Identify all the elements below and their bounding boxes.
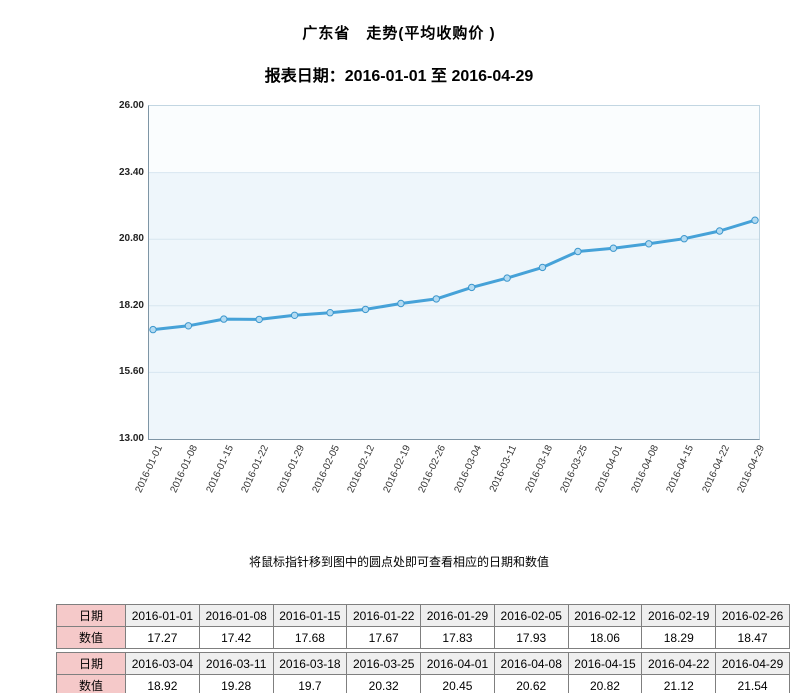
x-tick-label: 2016-04-22 bbox=[700, 443, 732, 495]
data-table-2: 日期 2016-03-04 2016-03-11 2016-03-18 2016-03-… bbox=[56, 652, 790, 693]
value-cell: 21.12 bbox=[641, 674, 717, 693]
value-row-label: 数值 bbox=[56, 674, 126, 693]
x-tick-label: 2016-04-08 bbox=[629, 443, 661, 495]
data-point-marker[interactable] bbox=[503, 274, 511, 282]
data-point-marker[interactable] bbox=[538, 263, 547, 272]
table-row: 日期 2016-03-04 2016-03-11 2016-03-18 2016-03-… bbox=[56, 652, 790, 675]
x-tick-label: 2016-03-18 bbox=[522, 443, 555, 495]
y-tick-label: 15.60 bbox=[118, 366, 144, 378]
y-tick-label: 18.20 bbox=[118, 299, 144, 311]
table-row: 数值 18.92 19.28 19.7 20.32 20.45 20.62 20.82 21.1… bbox=[56, 674, 790, 693]
x-tick-label: 2016-02-26 bbox=[416, 443, 449, 495]
value-cell: 21.54 bbox=[715, 674, 790, 693]
y-tick-label: 20.80 bbox=[118, 233, 144, 245]
data-point-marker[interactable] bbox=[326, 309, 334, 317]
date-cell: 2016-02-12 bbox=[567, 604, 643, 627]
trend-line bbox=[151, 218, 757, 332]
value-cell: 17.27 bbox=[125, 626, 200, 649]
value-cell: 17.68 bbox=[272, 626, 348, 649]
x-tick-label: 2016-02-12 bbox=[345, 443, 378, 495]
date-cell: 2016-04-08 bbox=[493, 652, 569, 675]
x-tick-label: 2016-04-15 bbox=[664, 443, 697, 495]
x-tick-label: 2016-03-04 bbox=[452, 443, 484, 495]
x-tick-label: 2016-01-08 bbox=[168, 443, 201, 495]
date-cell: 2016-04-15 bbox=[567, 652, 643, 675]
x-tick-label: 2016-03-25 bbox=[558, 443, 591, 495]
date-cell: 2016-04-29 bbox=[715, 652, 790, 675]
value-cell: 18.06 bbox=[567, 626, 643, 649]
value-cell: 19.28 bbox=[198, 674, 274, 693]
date-cell: 2016-01-29 bbox=[420, 604, 495, 627]
table-row: 日期 2016-01-01 2016-01-08 2016-01-15 2016-01-… bbox=[56, 604, 790, 627]
trend-line-svg bbox=[149, 106, 759, 373]
plot-band bbox=[149, 106, 759, 173]
value-cell: 17.93 bbox=[493, 626, 569, 649]
date-cell: 2016-03-18 bbox=[272, 652, 348, 675]
date-cell: 2016-03-25 bbox=[346, 652, 422, 675]
x-tick-label: 2016-04-01 bbox=[593, 443, 626, 495]
date-cell: 2016-03-11 bbox=[198, 652, 274, 675]
data-point-marker[interactable] bbox=[397, 299, 405, 308]
x-tick-label: 2016-01-15 bbox=[204, 443, 236, 495]
table-row: 数值 17.27 17.42 17.68 17.67 17.83 17.93 18.06 18.… bbox=[56, 626, 790, 649]
value-cell: 20.62 bbox=[493, 674, 569, 693]
data-point-marker[interactable] bbox=[751, 216, 759, 224]
hover-hint: 将鼠标指针移到图中的圆点处即可查看相应的日期和数值 bbox=[248, 555, 549, 569]
date-row-label: 日期 bbox=[56, 652, 126, 675]
data-point-marker[interactable] bbox=[432, 295, 440, 303]
value-cell: 18.29 bbox=[641, 626, 717, 649]
value-cell: 17.42 bbox=[198, 626, 274, 649]
date-cell: 2016-03-04 bbox=[125, 652, 200, 675]
date-cell: 2016-04-22 bbox=[641, 652, 717, 675]
x-tick-label: 2016-02-05 bbox=[310, 443, 343, 495]
value-cell: 20.32 bbox=[346, 674, 422, 693]
date-cell: 2016-01-01 bbox=[125, 604, 200, 627]
date-cell: 2016-01-22 bbox=[346, 604, 422, 627]
x-tick-label: 2016-02-19 bbox=[381, 443, 413, 495]
y-tick-label: 23.40 bbox=[118, 166, 144, 178]
data-point-marker[interactable] bbox=[645, 240, 653, 248]
value-row-label: 数值 bbox=[56, 626, 126, 649]
data-point-marker[interactable] bbox=[715, 227, 724, 235]
value-cell: 20.45 bbox=[420, 674, 495, 693]
data-point-marker[interactable] bbox=[255, 315, 263, 324]
date-cell: 2016-01-15 bbox=[272, 604, 348, 627]
date-cell: 2016-02-05 bbox=[493, 604, 569, 627]
data-point-marker[interactable] bbox=[574, 247, 582, 256]
y-tick-label: 26.00 bbox=[118, 100, 144, 111]
date-cell: 2016-04-01 bbox=[420, 652, 495, 675]
data-point-marker[interactable] bbox=[609, 244, 618, 252]
data-point-marker[interactable] bbox=[468, 283, 476, 292]
x-tick-label: 2016-01-22 bbox=[239, 443, 272, 495]
chart-title: 广东省 走势(平均收购价 ) bbox=[302, 25, 496, 42]
date-cell: 2016-02-19 bbox=[641, 604, 717, 627]
date-row-label: 日期 bbox=[56, 604, 126, 627]
data-point-marker[interactable] bbox=[149, 325, 157, 334]
value-cell: 18.92 bbox=[125, 674, 200, 693]
x-tick-label: 2016-01-29 bbox=[275, 443, 307, 495]
value-cell: 18.47 bbox=[715, 626, 790, 649]
report-date-range: 报表日期：2016-01-01 至 2016-04-29 bbox=[264, 68, 534, 85]
x-tick-label: 2016-01-01 bbox=[133, 443, 166, 495]
y-tick-label: 13.00 bbox=[118, 433, 144, 444]
x-tick-label: 2016-04-29 bbox=[735, 443, 768, 495]
data-point-marker[interactable] bbox=[220, 315, 228, 323]
value-cell: 17.67 bbox=[346, 626, 422, 649]
plot-area[interactable] bbox=[148, 105, 760, 440]
date-cell: 2016-01-08 bbox=[198, 604, 274, 627]
data-point-marker[interactable] bbox=[290, 311, 299, 320]
data-point-marker[interactable] bbox=[680, 235, 688, 243]
data-point-marker[interactable] bbox=[361, 305, 370, 314]
data-point-marker[interactable] bbox=[184, 322, 193, 330]
x-tick-label: 2016-03-11 bbox=[487, 443, 520, 494]
data-table-1: 日期 2016-01-01 2016-01-08 2016-01-15 2016-01-… bbox=[56, 604, 790, 649]
date-cell: 2016-02-26 bbox=[715, 604, 790, 627]
value-cell: 20.82 bbox=[567, 674, 643, 693]
value-cell: 19.7 bbox=[272, 674, 348, 693]
value-cell: 17.83 bbox=[420, 626, 495, 649]
